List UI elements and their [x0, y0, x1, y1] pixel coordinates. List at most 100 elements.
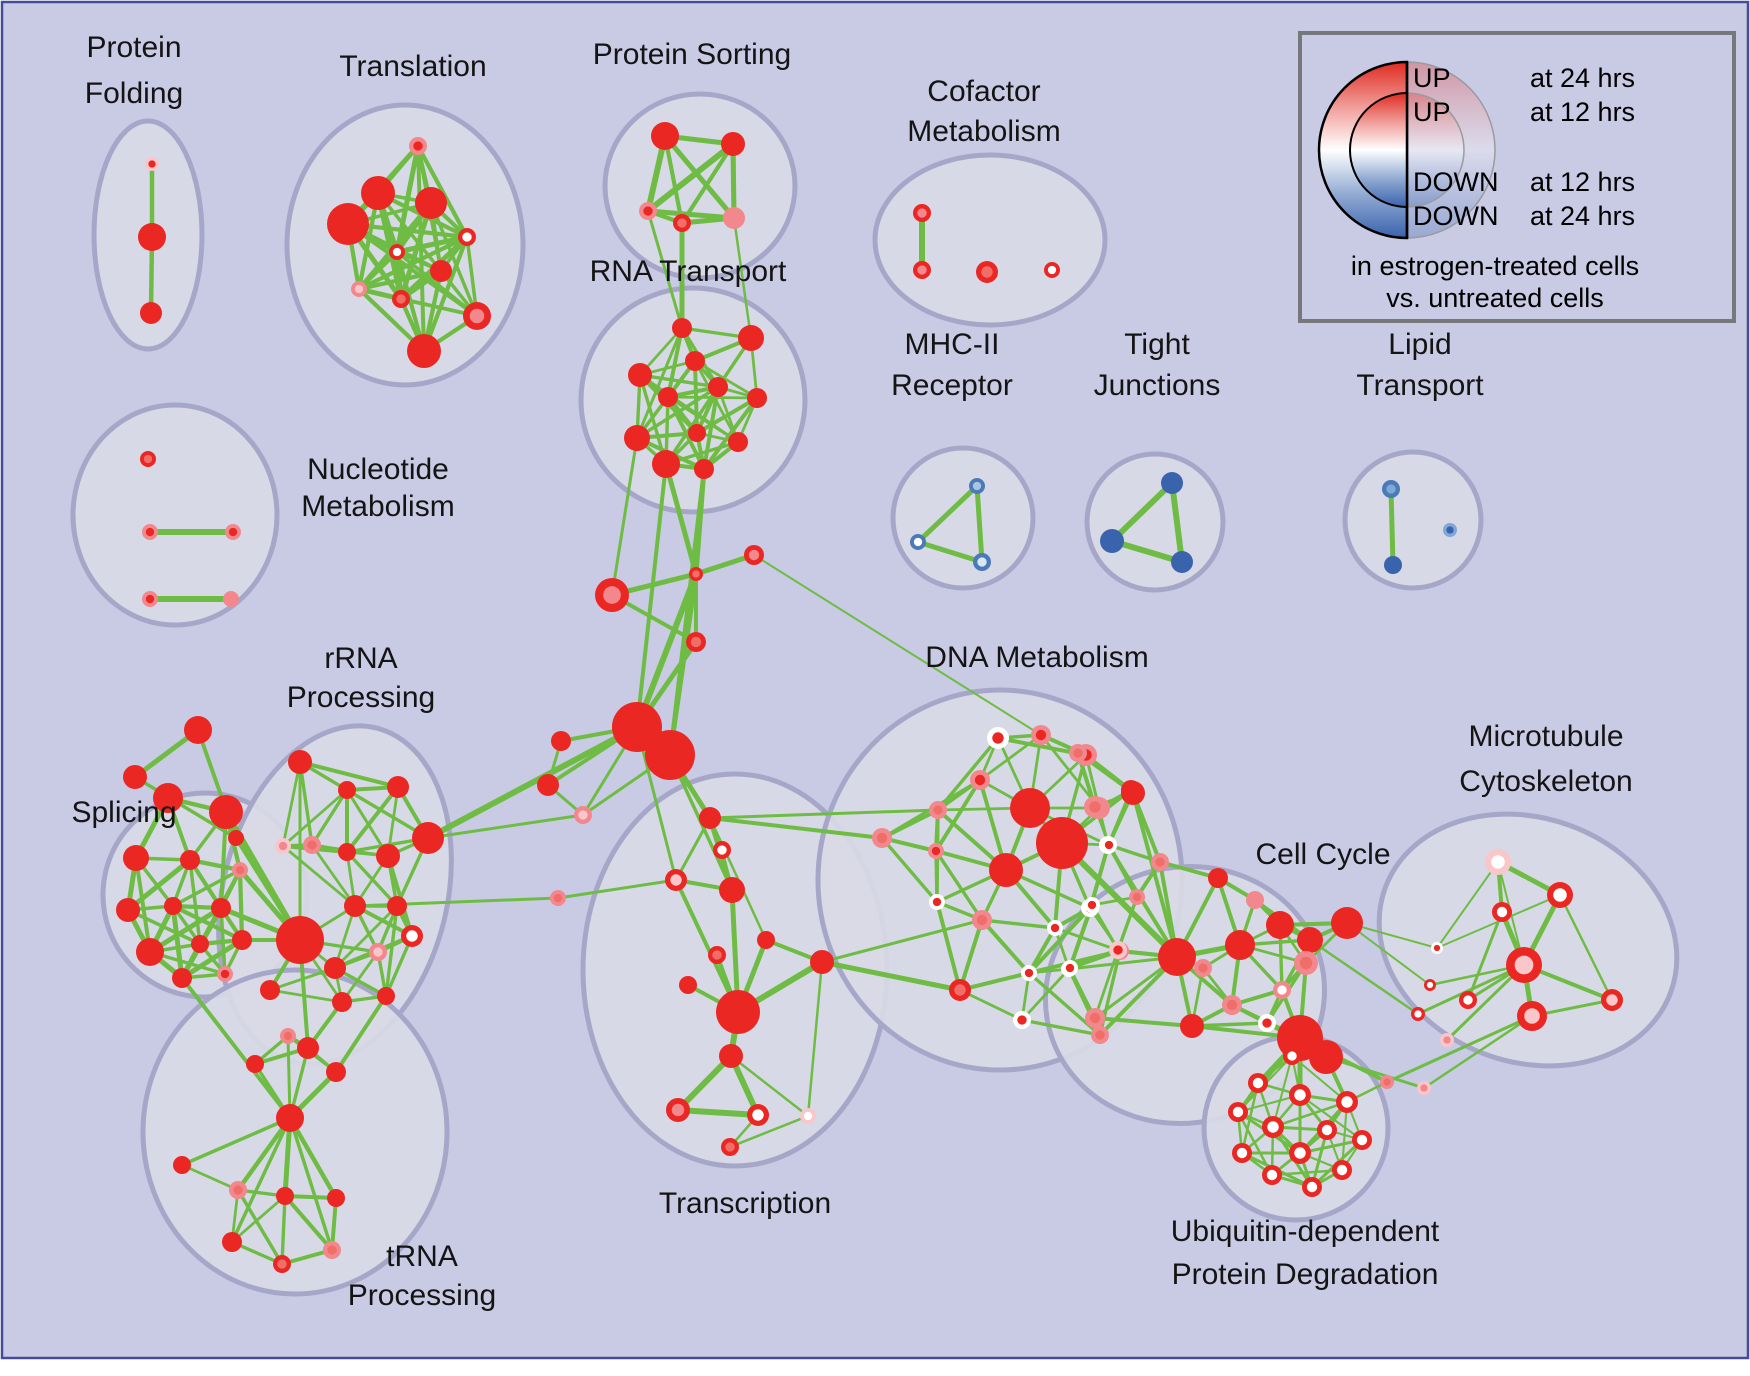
gene-node-central-hub-4[interactable] — [744, 545, 764, 565]
gene-node-trna-processing-8[interactable] — [327, 1189, 345, 1207]
gene-node-transcription-6[interactable] — [679, 976, 697, 994]
gene-node-central-hub-1[interactable] — [645, 730, 695, 780]
gene-node-central-hub-2[interactable] — [595, 578, 629, 612]
gene-node-rna-transport-7[interactable] — [624, 425, 650, 451]
gene-node-ubiquitin-degradation-4[interactable] — [1262, 1116, 1284, 1138]
gene-node-transcription-4[interactable] — [757, 931, 775, 949]
gene-node-cell-cycle-13[interactable] — [1297, 927, 1323, 953]
gene-node-transcription-9[interactable] — [719, 1044, 743, 1068]
gene-node-ubiquitin-degradation-1[interactable] — [1289, 1084, 1311, 1106]
gene-node-splicing-5[interactable] — [116, 898, 140, 922]
gene-node-transcription-7[interactable] — [810, 950, 834, 974]
gene-node-ubiquitin-degradation-7[interactable] — [1232, 1143, 1252, 1163]
gene-node-dna-metabolism-17[interactable] — [1021, 965, 1037, 981]
gene-node-protein-folding-2[interactable] — [140, 302, 162, 324]
gene-node-rrna-processing-7[interactable] — [412, 822, 444, 854]
gene-node-protein-sorting-2[interactable] — [639, 202, 657, 220]
gene-node-dna-metabolism-20[interactable] — [949, 979, 971, 1001]
gene-node-splicing-4[interactable] — [232, 862, 248, 878]
gene-node-rna-transport-11[interactable] — [694, 459, 714, 479]
gene-node-dna-metabolism-16[interactable] — [972, 910, 992, 930]
gene-node-microtubule-cytoskeleton-4[interactable] — [1601, 989, 1623, 1011]
gene-node-rrna-processing-5[interactable] — [338, 843, 356, 861]
gene-node-dna-metabolism-21[interactable] — [1013, 1011, 1031, 1029]
gene-node-cell-cycle-12[interactable] — [1266, 911, 1294, 939]
gene-node-rrna-processing-12[interactable] — [324, 957, 346, 979]
gene-node-protein-sorting-3[interactable] — [673, 214, 691, 232]
gene-node-splicing-8[interactable] — [136, 938, 164, 966]
gene-node-cell-cycle-22[interactable] — [1246, 891, 1264, 909]
gene-node-microtubule-cytoskeleton-5[interactable] — [1517, 1001, 1547, 1031]
gene-node-rrna-processing-1[interactable] — [338, 781, 356, 799]
gene-node-dna-metabolism-7[interactable] — [1036, 817, 1088, 869]
gene-node-translation-7[interactable] — [351, 281, 367, 297]
gene-node-cell-cycle-19[interactable] — [1258, 1014, 1276, 1032]
gene-node-protein-folding-1[interactable] — [138, 223, 166, 251]
gene-node-ubiquitin-degradation-10[interactable] — [1262, 1165, 1282, 1185]
gene-node-mhc2-receptor-2[interactable] — [973, 553, 991, 571]
gene-node-rna-transport-0[interactable] — [672, 318, 692, 338]
gene-node-cell-cycle-1[interactable] — [1121, 781, 1145, 805]
gene-node-trna-processing-5[interactable] — [173, 1156, 191, 1174]
gene-node-dna-metabolism-23[interactable] — [1158, 938, 1196, 976]
gene-node-mhc2-receptor-1[interactable] — [910, 534, 926, 550]
gene-node-translation-2[interactable] — [327, 203, 369, 245]
gene-node-rrna-processing-10[interactable] — [387, 896, 407, 916]
gene-node-rna-transport-8[interactable] — [688, 424, 706, 442]
gene-node-trna-processing-1[interactable] — [246, 1055, 264, 1073]
gene-node-transcription-3[interactable] — [719, 877, 745, 903]
gene-node-dna-metabolism-19[interactable] — [929, 894, 945, 910]
gene-node-central-hub-7[interactable] — [537, 774, 559, 796]
gene-node-dna-metabolism-5[interactable] — [872, 828, 892, 848]
gene-node-rna-transport-1[interactable] — [738, 325, 764, 351]
gene-node-rna-transport-2[interactable] — [685, 351, 705, 371]
gene-node-dna-metabolism-14[interactable] — [1047, 920, 1063, 936]
gene-node-rrna-processing-13[interactable] — [369, 943, 387, 961]
gene-node-cell-cycle-3[interactable] — [1101, 837, 1117, 853]
gene-node-transcription-8[interactable] — [716, 990, 760, 1034]
gene-node-translation-10[interactable] — [407, 334, 441, 368]
gene-node-dna-metabolism-4[interactable] — [929, 801, 947, 819]
gene-node-dna-metabolism-0[interactable] — [987, 727, 1009, 749]
gene-node-cell-cycle-0[interactable] — [1069, 744, 1087, 762]
gene-node-ubiquitin-degradation-6[interactable] — [1352, 1130, 1372, 1150]
gene-node-trna-processing-9[interactable] — [222, 1232, 242, 1252]
gene-node-splicing-3[interactable] — [180, 850, 200, 870]
gene-node-transcription-1[interactable] — [713, 841, 731, 859]
gene-node-dna-metabolism-11[interactable] — [928, 843, 944, 859]
gene-node-cc-mc-bridge-1[interactable] — [1424, 979, 1436, 991]
gene-node-rna-transport-10[interactable] — [652, 450, 680, 478]
gene-node-rrna-processing-2[interactable] — [387, 776, 409, 798]
gene-node-cell-cycle-20[interactable] — [1222, 995, 1242, 1015]
gene-node-tight-junctions-1[interactable] — [1100, 529, 1124, 553]
gene-node-cofactor-metabolism-3[interactable] — [1044, 262, 1060, 278]
gene-node-splicing-11[interactable] — [172, 968, 192, 988]
gene-node-cofactor-metabolism-2[interactable] — [976, 261, 998, 283]
gene-node-dna-metabolism-22[interactable] — [1091, 1026, 1109, 1044]
gene-node-trna-processing-6[interactable] — [229, 1181, 247, 1199]
gene-node-cell-cycle-11[interactable] — [1225, 930, 1255, 960]
gene-node-protein-sorting-1[interactable] — [721, 132, 745, 156]
gene-node-lipid-transport-0[interactable] — [1382, 480, 1400, 498]
gene-node-transcription-0[interactable] — [699, 807, 721, 829]
gene-node-central-hub-3[interactable] — [689, 567, 703, 581]
gene-node-splicing-0[interactable] — [153, 783, 183, 813]
gene-node-trna-processing-2[interactable] — [297, 1037, 319, 1059]
gene-node-transcription-13[interactable] — [721, 1138, 739, 1156]
gene-node-central-hub-9[interactable] — [550, 890, 566, 906]
gene-node-rrna-processing-15[interactable] — [332, 992, 352, 1012]
gene-node-trna-processing-0[interactable] — [280, 1028, 296, 1044]
gene-node-dna-metabolism-6[interactable] — [1010, 788, 1050, 828]
gene-node-cell-cycle-4[interactable] — [1151, 853, 1169, 871]
gene-node-cell-cycle-2[interactable] — [1084, 796, 1106, 818]
gene-node-cell-cycle-16[interactable] — [1273, 981, 1291, 999]
gene-node-cell-cycle-21[interactable] — [1194, 959, 1212, 977]
gene-node-translation-6[interactable] — [430, 260, 452, 282]
gene-node-microtubule-cytoskeleton-0[interactable] — [1485, 849, 1511, 875]
gene-node-nucleotide-metabolism-1[interactable] — [142, 524, 158, 540]
gene-node-rna-transport-3[interactable] — [628, 363, 652, 387]
gene-node-transcription-11[interactable] — [747, 1104, 769, 1126]
gene-node-dna-metabolism-3[interactable] — [970, 770, 990, 790]
gene-node-protein-sorting-4[interactable] — [723, 207, 745, 229]
gene-node-cell-cycle-18[interactable] — [1309, 1040, 1343, 1074]
